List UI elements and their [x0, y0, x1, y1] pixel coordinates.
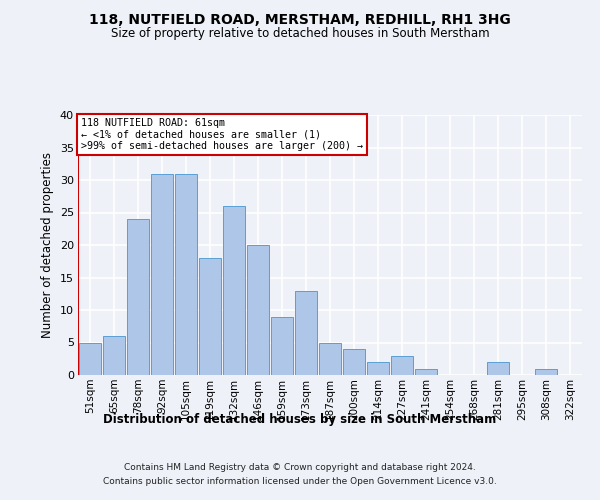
Bar	[103, 336, 125, 375]
Bar	[79, 342, 101, 375]
Bar	[367, 362, 389, 375]
Text: Contains HM Land Registry data © Crown copyright and database right 2024.: Contains HM Land Registry data © Crown c…	[124, 462, 476, 471]
Bar	[151, 174, 173, 375]
Bar	[223, 206, 245, 375]
Text: Contains public sector information licensed under the Open Government Licence v3: Contains public sector information licen…	[103, 478, 497, 486]
Bar	[175, 174, 197, 375]
Bar	[391, 356, 413, 375]
Bar	[127, 219, 149, 375]
Bar	[487, 362, 509, 375]
Text: 118, NUTFIELD ROAD, MERSTHAM, REDHILL, RH1 3HG: 118, NUTFIELD ROAD, MERSTHAM, REDHILL, R…	[89, 12, 511, 26]
Y-axis label: Number of detached properties: Number of detached properties	[41, 152, 54, 338]
Bar	[535, 368, 557, 375]
Bar	[319, 342, 341, 375]
Bar	[199, 258, 221, 375]
Text: Size of property relative to detached houses in South Merstham: Size of property relative to detached ho…	[110, 28, 490, 40]
Text: Distribution of detached houses by size in South Merstham: Distribution of detached houses by size …	[103, 412, 497, 426]
Bar	[295, 290, 317, 375]
Bar	[415, 368, 437, 375]
Bar	[343, 349, 365, 375]
Bar	[247, 245, 269, 375]
Bar	[271, 316, 293, 375]
Text: 118 NUTFIELD ROAD: 61sqm
← <1% of detached houses are smaller (1)
>99% of semi-d: 118 NUTFIELD ROAD: 61sqm ← <1% of detach…	[80, 118, 362, 151]
